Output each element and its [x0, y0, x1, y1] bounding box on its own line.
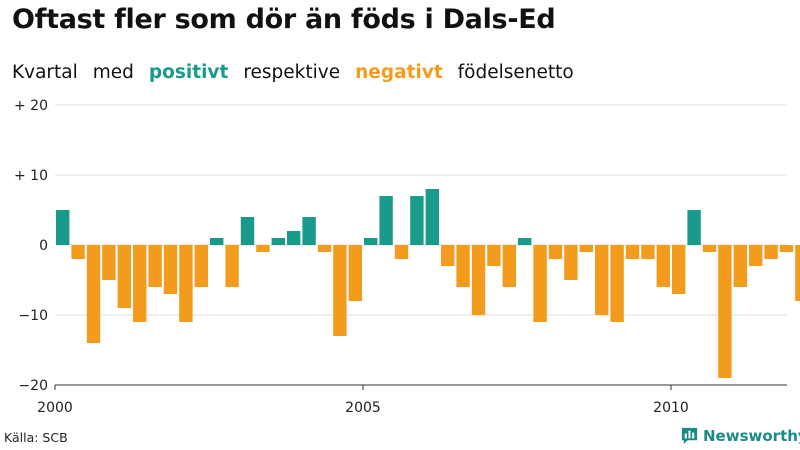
- chart-bar: [317, 245, 332, 252]
- chart-bar: [749, 245, 763, 266]
- chart-bar: [71, 245, 85, 259]
- source-label: Källa: SCB: [4, 430, 68, 445]
- chart-bar: [471, 245, 486, 315]
- y-tick-label: −20: [18, 378, 48, 394]
- chart-bar: [764, 245, 778, 259]
- chart-bar: [641, 245, 655, 259]
- chart-subtitle: Kvartal med positivt respektive negativt föde…: [12, 62, 589, 83]
- subtitle-word: födelsenetto: [457, 62, 574, 83]
- chart-bar: [194, 245, 208, 287]
- brand-name: Newsworthy: [703, 426, 800, 445]
- chart-bar: [302, 217, 316, 245]
- chart-bar: [410, 196, 424, 245]
- chart-bar: [364, 238, 378, 245]
- chart-bar: [117, 245, 131, 308]
- chart-bar: [287, 231, 301, 245]
- chart-bar: [718, 245, 732, 378]
- chart-bar: [379, 196, 393, 245]
- chart-bar: [564, 245, 578, 280]
- y-tick-label: + 10: [14, 168, 48, 184]
- x-tick-label: 2010: [653, 400, 689, 416]
- y-tick-label: 0: [39, 238, 48, 254]
- chart-bar: [148, 245, 162, 287]
- chart-bar: [256, 245, 270, 252]
- chart-bar: [163, 245, 178, 294]
- chart-bar: [779, 245, 794, 252]
- chart-bar: [579, 245, 593, 252]
- chart-bar: [702, 245, 717, 252]
- subtitle-word: med: [92, 62, 134, 83]
- chart-bar: [86, 245, 101, 343]
- chart-bar: [333, 245, 347, 336]
- chart-bar: [56, 210, 70, 245]
- chart-bar: [240, 217, 255, 245]
- chart-bar: [733, 245, 747, 287]
- subtitle-word: Kvartal: [12, 62, 78, 83]
- chart-bar: [425, 189, 439, 245]
- subtitle-negative-word: negativt: [355, 62, 443, 83]
- chart-bar: [656, 245, 670, 287]
- chart-bar: [271, 238, 285, 245]
- x-tick-label: 2005: [345, 400, 381, 416]
- chart-bar: [610, 245, 624, 322]
- x-tick-label: 2000: [37, 400, 73, 416]
- bar-chart-speech-icon: [681, 427, 698, 445]
- chart-bar: [179, 245, 193, 322]
- chart-bar: [487, 245, 501, 266]
- chart-bar: [672, 245, 686, 294]
- chart-bar: [348, 245, 362, 301]
- chart-title: Oftast fler som dör än föds i Dals-Ed: [12, 4, 556, 35]
- chart-bar: [456, 245, 470, 287]
- y-tick-label: + 20: [14, 98, 48, 114]
- chart-bar: [518, 238, 532, 245]
- chart-bar: [225, 245, 239, 287]
- y-tick-label: −10: [18, 308, 48, 324]
- chart-bar: [795, 245, 800, 301]
- chart-bar: [625, 245, 640, 259]
- chart-bar: [441, 245, 455, 266]
- chart-bar: [548, 245, 563, 259]
- chart-bar: [102, 245, 116, 280]
- chart-bar: [595, 245, 609, 315]
- brand-logo: Newsworthy: [680, 426, 800, 445]
- subtitle-word: respektive: [243, 62, 341, 83]
- chart-bar: [687, 210, 701, 245]
- chart-bar: [210, 238, 224, 245]
- chart-bar: [133, 245, 147, 322]
- chart-bar: [502, 245, 516, 287]
- chart-bar: [394, 245, 409, 259]
- subtitle-positive-word: positivt: [148, 62, 229, 83]
- chart-bar: [533, 245, 547, 322]
